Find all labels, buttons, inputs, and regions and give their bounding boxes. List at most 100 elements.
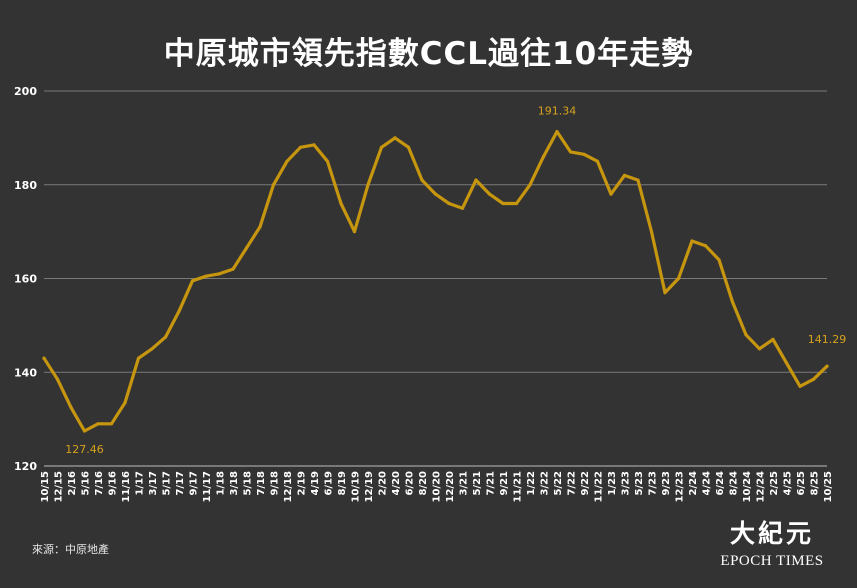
data-point <box>217 272 222 276</box>
y-tick-label: 120 <box>14 460 37 473</box>
x-tick-label: 7/17 <box>175 471 186 496</box>
x-tick-label: 2/20 <box>378 471 389 496</box>
x-tick-label: 3/18 <box>229 471 240 496</box>
x-tick-label: 2/19 <box>297 471 308 496</box>
data-point <box>352 230 357 234</box>
x-tick-label: 9/17 <box>189 471 200 496</box>
x-tick-label: 7/18 <box>256 471 267 496</box>
x-tick-label: 4/19 <box>310 471 321 496</box>
x-tick-label: 3/22 <box>540 471 551 496</box>
x-tick-label: 7/22 <box>567 471 578 496</box>
y-tick-label: 200 <box>14 85 37 98</box>
data-point <box>69 405 73 409</box>
x-tick-label: 6/19 <box>324 471 335 496</box>
series-layer <box>42 130 829 433</box>
x-tick-label: 9/21 <box>499 471 510 496</box>
data-point <box>55 377 60 381</box>
x-tick-label: 4/20 <box>391 471 402 496</box>
data-point <box>609 192 613 196</box>
x-tick-label: 3/23 <box>621 471 632 496</box>
y-tick-label: 160 <box>14 273 37 286</box>
data-point <box>393 136 397 140</box>
x-tick-label: 4/24 <box>702 471 713 496</box>
x-tick-label: 6/24 <box>715 471 726 496</box>
data-point <box>460 206 465 210</box>
data-point <box>663 291 667 295</box>
x-axis-ticks: 10/15 12/15 2/16 5/16 7/16 9/16 11/16 1/17 3/17 5… <box>40 471 834 503</box>
gridlines <box>44 90 827 467</box>
data-point <box>96 422 100 426</box>
data-point <box>271 183 276 187</box>
data-point <box>150 347 154 351</box>
data-point <box>190 279 195 283</box>
x-tick-label: 12/19 <box>364 471 375 503</box>
x-tick-label: 12/18 <box>283 471 294 503</box>
x-tick-label: 12/15 <box>54 471 65 503</box>
data-point <box>420 178 424 182</box>
x-tick-label: 10/24 <box>742 471 753 503</box>
data-point <box>811 377 816 381</box>
chart-title: 中原城市領先指數CCL過往10年走勢 <box>163 36 694 72</box>
epoch-times-logo: 大紀元 EPOCH TIMES <box>712 520 832 570</box>
x-tick-label: 9/22 <box>580 471 591 496</box>
x-tick-label: 1/18 <box>216 471 227 496</box>
data-point <box>568 150 573 154</box>
data-point <box>757 347 762 351</box>
data-point <box>730 300 735 304</box>
data-point <box>703 244 708 248</box>
data-point <box>298 145 303 149</box>
data-point <box>366 183 370 187</box>
x-tick-label: 5/17 <box>162 471 173 496</box>
data-point <box>487 192 492 196</box>
x-tick-label: 6/25 <box>796 471 807 496</box>
x-tick-label: 11/22 <box>594 471 605 503</box>
x-tick-label: 9/16 <box>108 471 119 496</box>
data-label: 141.29 <box>808 333 847 346</box>
data-point <box>582 152 586 156</box>
data-point <box>649 230 654 234</box>
source-note: 來源：中原地產 <box>32 543 109 556</box>
x-tick-label: 11/17 <box>202 471 213 503</box>
data-point <box>109 422 114 426</box>
data-point <box>622 173 627 177</box>
x-tick-label: 12/20 <box>445 471 456 503</box>
data-point <box>514 201 519 206</box>
x-tick-label: 10/15 <box>40 471 51 503</box>
data-point <box>312 143 316 147</box>
x-tick-label: 11/21 <box>513 471 524 503</box>
x-tick-label: 8/24 <box>729 471 740 496</box>
data-point <box>379 145 384 149</box>
x-tick-label: 10/19 <box>351 471 362 503</box>
series-line <box>42 130 829 433</box>
data-point <box>123 401 127 405</box>
data-point <box>82 429 87 433</box>
x-tick-label: 5/16 <box>81 471 92 496</box>
data-point <box>798 384 802 388</box>
y-tick-label: 180 <box>14 179 37 192</box>
x-tick-label: 8/19 <box>337 471 348 496</box>
data-point <box>690 239 694 243</box>
data-point <box>501 201 505 206</box>
data-point <box>595 159 600 163</box>
x-tick-label: 1/22 <box>526 471 537 496</box>
x-tick-label: 5/23 <box>634 471 645 496</box>
data-point <box>258 225 262 229</box>
x-tick-label: 5/18 <box>243 471 254 496</box>
data-point <box>447 201 451 206</box>
data-point <box>676 276 681 281</box>
annotations: 127.46 191.34 141.29 <box>65 105 846 456</box>
data-point <box>825 364 829 368</box>
logo-chinese: 大紀元 <box>729 519 814 548</box>
data-point <box>636 178 640 182</box>
x-tick-label: 11/16 <box>121 471 132 503</box>
x-tick-label: 3/21 <box>459 471 470 496</box>
x-tick-label: 12/24 <box>756 471 767 503</box>
data-label: 191.34 <box>538 105 577 118</box>
x-tick-label: 3/17 <box>148 471 159 496</box>
data-point <box>231 267 235 271</box>
x-tick-label: 1/17 <box>135 471 146 496</box>
logo-english: EPOCH TIMES <box>720 553 824 569</box>
x-tick-label: 9/18 <box>270 471 281 496</box>
data-point <box>339 201 343 206</box>
